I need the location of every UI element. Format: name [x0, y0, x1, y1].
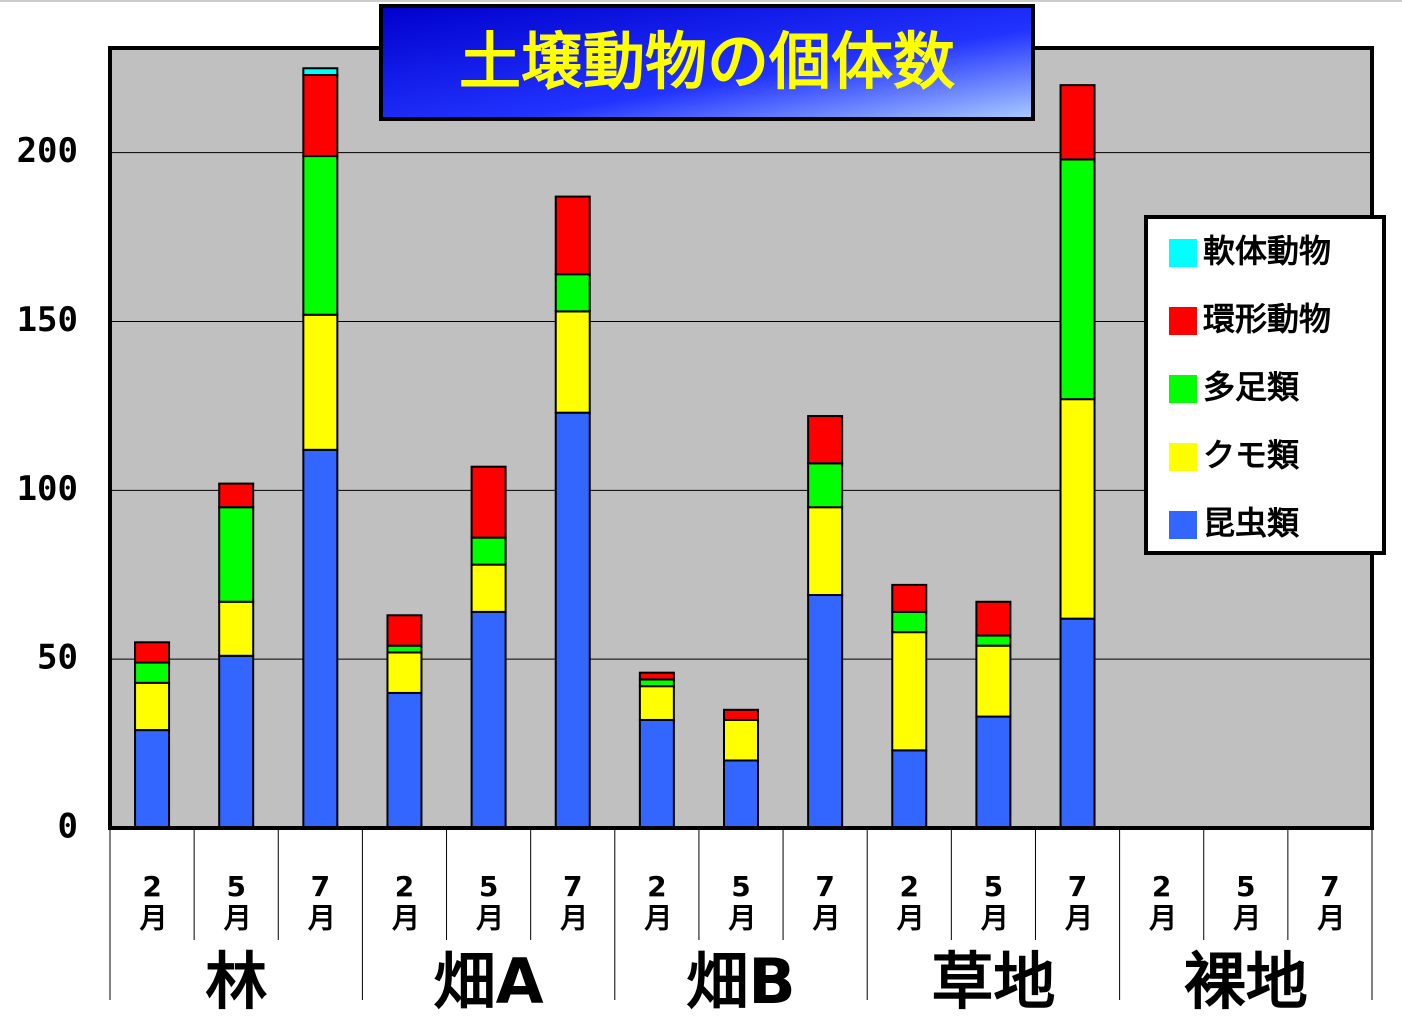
bar-segment: [554, 411, 591, 829]
x-tick-label: 5月: [1229, 870, 1262, 932]
bar-segment: [1059, 617, 1096, 829]
legend-label: 環形動物: [1203, 300, 1331, 338]
bar-segment: [302, 74, 339, 158]
bar-segment: [638, 685, 675, 721]
bar-segment: [134, 729, 171, 830]
legend-swatch: [1169, 375, 1197, 403]
bar-segment: [1059, 398, 1096, 620]
x-tick-label: 5月: [220, 870, 253, 932]
y-tick-label: 200: [17, 131, 78, 171]
bar-segment: [302, 67, 339, 77]
group-label: 畑A: [434, 945, 544, 1018]
bar-segment: [891, 631, 928, 752]
legend-swatch: [1169, 511, 1197, 539]
group-label: 草地: [931, 945, 1055, 1018]
x-tick-label: 5月: [977, 870, 1010, 932]
bar-segment: [975, 715, 1012, 829]
legend-swatch: [1169, 443, 1197, 471]
bar-segment: [638, 671, 675, 681]
bar-segment: [1059, 84, 1096, 161]
bar-segment: [723, 759, 759, 829]
group-label: 畑B: [686, 945, 795, 1018]
chart-title: 土壌動物の個体数: [459, 25, 955, 98]
legend-label: 多足類: [1203, 368, 1300, 406]
x-tick-label: 2月: [136, 870, 169, 932]
bar-segment: [975, 634, 1012, 647]
bar-segment: [807, 415, 844, 465]
y-tick-label: 0: [58, 807, 78, 847]
bar-segment: [891, 583, 928, 613]
x-tick-label: 5月: [725, 870, 758, 932]
bar-segment: [386, 614, 423, 647]
bar-segment: [470, 610, 507, 830]
bar-segment: [975, 600, 1012, 637]
bar-segment: [386, 691, 423, 829]
axes: 0 50 100 150 200 2月 5月 7月 2月 5月 7月 2月 5月 7月 2月 5月 7月 2月 5月…: [17, 131, 1373, 1018]
x-tick-label: 7月: [556, 870, 589, 932]
x-tick-label: 2月: [893, 870, 926, 932]
bar-segment: [470, 465, 507, 539]
bar-segment: [891, 749, 928, 829]
legend-swatch: [1169, 307, 1197, 335]
bar-segment: [723, 718, 759, 762]
bar-segment: [218, 600, 255, 657]
bar-segment: [386, 651, 423, 694]
bar-segment: [891, 610, 928, 634]
bar-segment: [302, 313, 339, 451]
bar-segment: [807, 594, 844, 830]
bar-segment: [302, 155, 339, 316]
legend-label: 軟体動物: [1203, 232, 1331, 270]
bar-segment: [470, 536, 507, 566]
x-tick-label: 2月: [640, 870, 673, 932]
bar-segment: [807, 506, 844, 597]
y-tick-label: 50: [37, 638, 78, 678]
bar-segment: [975, 644, 1012, 718]
y-tick-label: 100: [17, 469, 78, 509]
bar-segment: [386, 644, 423, 654]
bar-segment: [554, 273, 591, 313]
x-tick-label: 7月: [809, 870, 842, 932]
legend-swatch: [1169, 239, 1197, 267]
x-tick-label: 2月: [388, 870, 421, 932]
bar-segment: [1059, 158, 1096, 401]
legend-label: クモ類: [1203, 436, 1300, 474]
bar-segment: [218, 506, 255, 603]
bar-segment: [723, 708, 759, 721]
legend-label: 昆虫類: [1203, 504, 1300, 542]
bar-segment: [218, 482, 255, 509]
group-label: 林: [205, 945, 267, 1018]
x-tick-label: 2月: [1145, 870, 1178, 932]
bar-segment: [134, 641, 171, 664]
bar-segment: [218, 654, 255, 830]
bar-segment: [134, 681, 171, 732]
bar-segment: [554, 195, 591, 276]
y-tick-label: 150: [17, 300, 78, 340]
bar-segment: [134, 661, 171, 684]
title-box: [379, 4, 1035, 121]
bar-segment: [470, 563, 507, 613]
x-tick-label: 5月: [472, 870, 505, 932]
bars: [134, 67, 1096, 830]
x-tick-label: 7月: [1313, 870, 1346, 932]
bar-segment: [554, 310, 591, 414]
bar-segment: [638, 678, 675, 688]
group-label: 裸地: [1184, 945, 1308, 1018]
bar-segment: [302, 448, 339, 829]
x-tick-label: 7月: [1061, 870, 1094, 932]
bar-segment: [807, 462, 844, 509]
x-tick-label: 7月: [304, 870, 337, 932]
bar-segment: [638, 718, 675, 830]
